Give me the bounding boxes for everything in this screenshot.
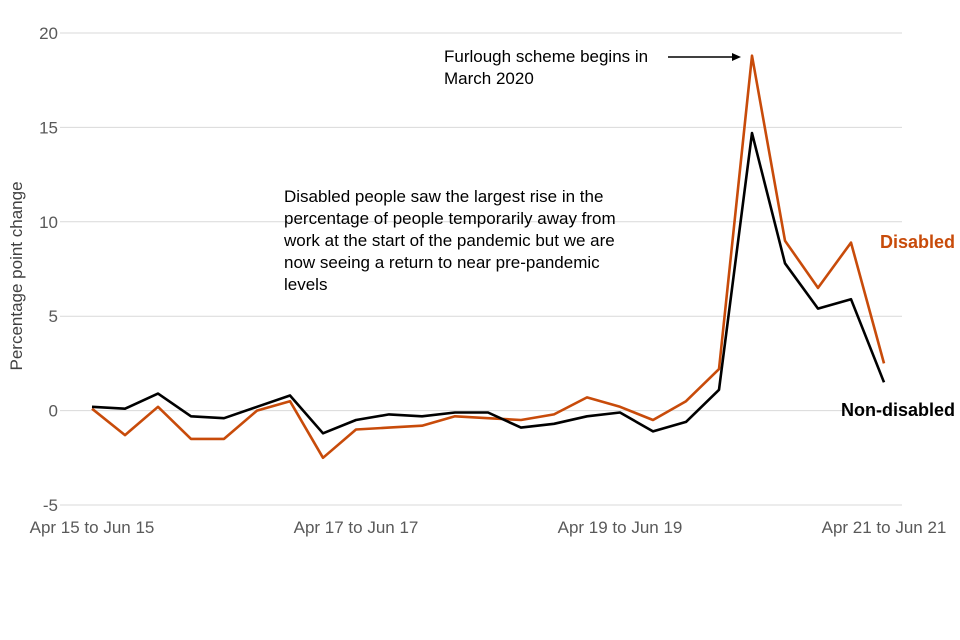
gridlines [60,32,902,506]
series-line-non-disabled [91,131,886,435]
furlough-arrow-head [732,53,741,61]
legend-label-disabled: Disabled [880,232,955,252]
y-tick-label: -5 [43,496,58,515]
x-tick-label: Apr 19 to Jun 19 [558,518,683,537]
legend-label-non-disabled: Non-disabled [841,400,955,420]
y-tick-label: 10 [39,213,58,232]
y-tick-label: 0 [49,402,58,421]
series-lines [91,54,886,460]
x-tick-label: Apr 17 to Jun 17 [294,518,419,537]
y-tick-labels: -5 0 5 10 15 20 [39,24,58,515]
x-tick-labels: Apr 15 to Jun 15 Apr 17 to Jun 17 Apr 19 t… [30,518,947,537]
y-tick-label: 5 [49,307,58,326]
furlough-annotation: Furlough scheme begins in March 2020 [444,47,649,88]
disabled-annotation: Disabled people saw the largest rise in … [284,187,616,294]
x-tick-label: Apr 21 to Jun 21 [822,518,947,537]
y-tick-label: 15 [39,118,58,137]
x-tick-label: Apr 15 to Jun 15 [30,518,155,537]
series-line-disabled [91,54,886,460]
y-tick-label: 20 [39,24,58,43]
y-axis-title: Percentage point change [7,181,26,370]
